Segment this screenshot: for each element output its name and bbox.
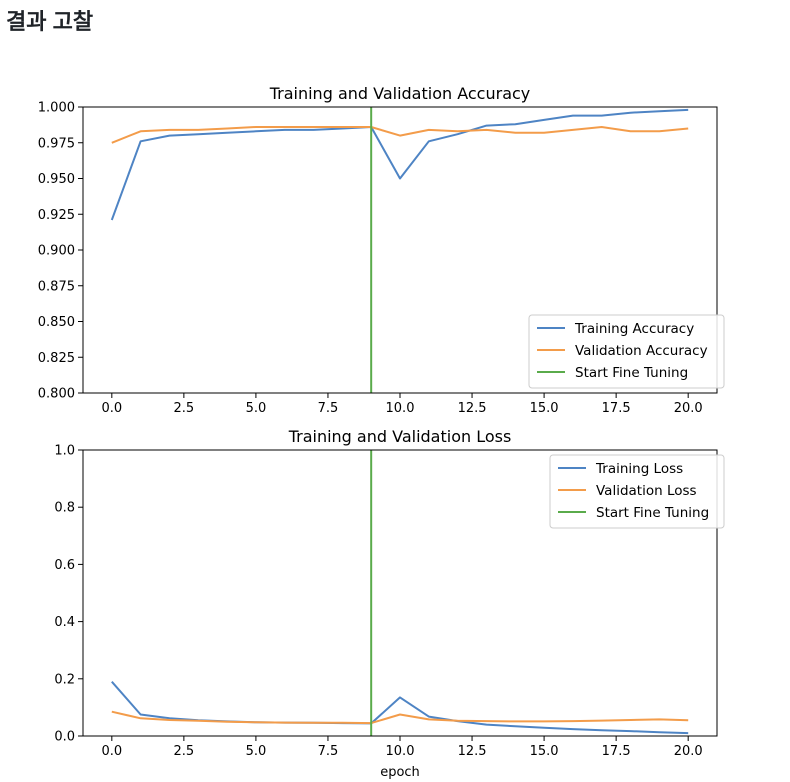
plot-frame bbox=[82, 106, 718, 394]
x-tick-label: 20.0 bbox=[674, 401, 703, 416]
plot-area bbox=[110, 107, 689, 393]
series-line-validation-accuracy bbox=[111, 126, 689, 144]
legend: Training Accuracy Validation Accuracy Star… bbox=[528, 314, 725, 389]
y-tick-label: 0.925 bbox=[38, 208, 75, 223]
x-axis-label: epoch bbox=[380, 765, 420, 780]
chart-title: Training and Validation Loss bbox=[288, 427, 512, 446]
page-heading: 결과 고찰 bbox=[6, 9, 94, 34]
x-tick-label: 17.5 bbox=[602, 744, 631, 759]
legend-label: Training Accuracy bbox=[574, 321, 694, 337]
y-tick-label: 0.6 bbox=[54, 558, 75, 573]
legend-label: Validation Accuracy bbox=[575, 343, 708, 359]
y-tick-label: 0.975 bbox=[38, 136, 75, 151]
x-tick-label: 10.0 bbox=[386, 401, 415, 416]
x-tick-label: 7.5 bbox=[318, 401, 339, 416]
legend-box bbox=[528, 314, 725, 389]
x-tick-label: 0.0 bbox=[101, 744, 122, 759]
x-tick-label: 12.5 bbox=[458, 744, 487, 759]
x-tick-label: 7.5 bbox=[318, 744, 339, 759]
series-line-training-loss bbox=[111, 681, 689, 735]
legend-label: Validation Loss bbox=[596, 483, 697, 499]
y-tick-label: 0.875 bbox=[38, 279, 75, 294]
x-tick-label: 5.0 bbox=[246, 744, 267, 759]
y-tick-label: 0.850 bbox=[38, 315, 75, 330]
series-line-training-accuracy bbox=[110, 108, 689, 221]
x-tick-label: 15.0 bbox=[530, 401, 559, 416]
x-tick-label: 5.0 bbox=[246, 401, 267, 416]
y-tick-label: 1.0 bbox=[54, 444, 75, 459]
chart-1: Training and Validation Accuracy 0.0 2.5 5.… bbox=[38, 84, 725, 416]
plot-frame bbox=[82, 449, 718, 737]
y-tick-label: 1.000 bbox=[38, 101, 75, 116]
y-tick-label: 0.900 bbox=[38, 244, 75, 259]
x-tick-label: 0.0 bbox=[101, 401, 122, 416]
y-tick-label: 0.800 bbox=[38, 387, 75, 402]
x-tick-label: 12.5 bbox=[458, 401, 487, 416]
x-tick-label: 2.5 bbox=[174, 401, 195, 416]
legend-label: Start Fine Tuning bbox=[596, 505, 709, 521]
y-tick-label: 0.950 bbox=[38, 172, 75, 187]
x-tick-label: 17.5 bbox=[602, 401, 631, 416]
chart-2: Training and Validation Loss 0.0 2.5 5.0 7.5… bbox=[54, 427, 725, 780]
legend-label: Training Loss bbox=[595, 461, 683, 477]
y-tick-label: 0.4 bbox=[54, 615, 75, 630]
legend-box bbox=[549, 454, 725, 529]
legend: Training Loss Validation Loss Start Fine T… bbox=[549, 454, 725, 529]
series-line-validation-loss bbox=[111, 710, 689, 725]
x-tick-label: 15.0 bbox=[530, 744, 559, 759]
y-tick-label: 0.8 bbox=[54, 501, 75, 516]
x-tick-label: 2.5 bbox=[174, 744, 195, 759]
x-tick-label: 20.0 bbox=[674, 744, 703, 759]
plot-area bbox=[111, 450, 689, 736]
x-tick-label: 10.0 bbox=[386, 744, 415, 759]
y-tick-label: 0.2 bbox=[54, 672, 75, 687]
chart-title: Training and Validation Accuracy bbox=[269, 84, 531, 103]
y-tick-label: 0.825 bbox=[38, 351, 75, 366]
legend-label: Start Fine Tuning bbox=[575, 365, 688, 381]
y-tick-label: 0.0 bbox=[54, 730, 75, 745]
